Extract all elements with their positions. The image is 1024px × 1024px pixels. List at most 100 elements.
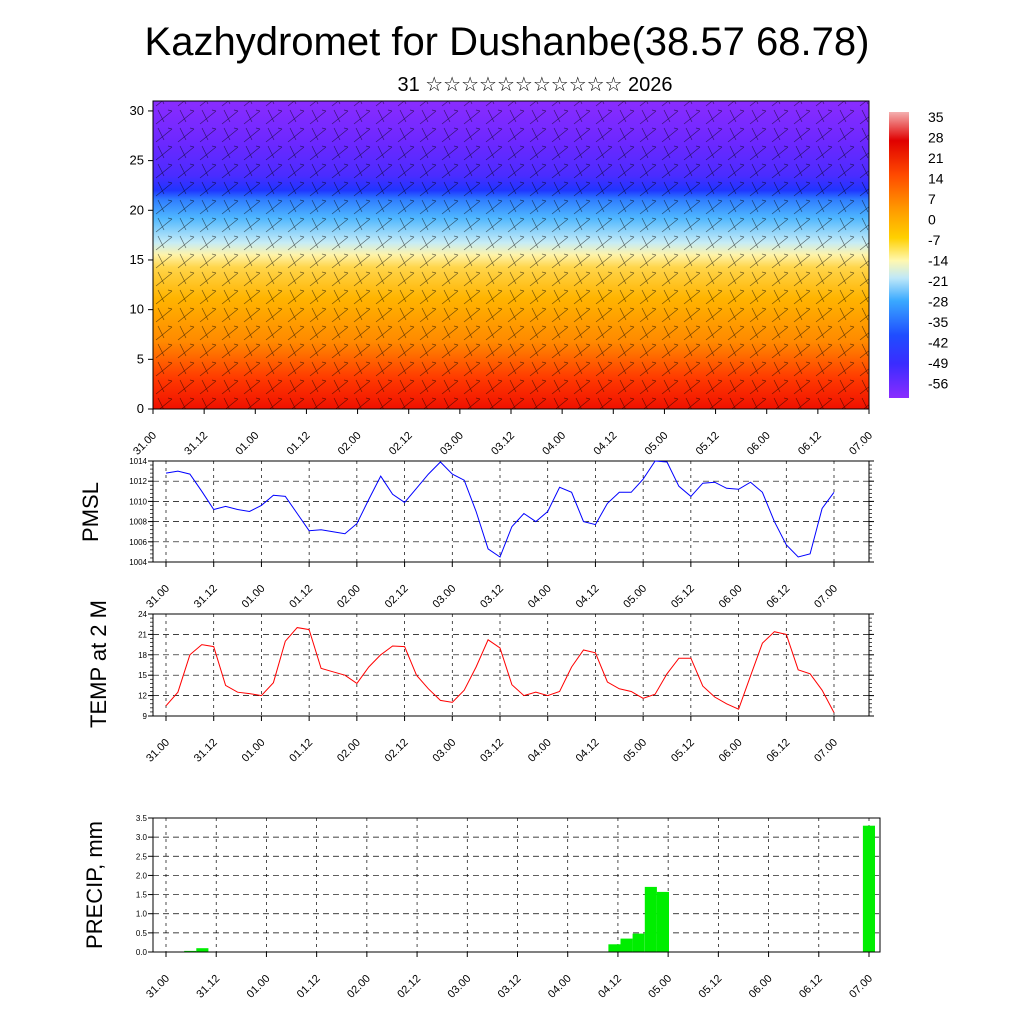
precip-bar	[620, 938, 633, 952]
x-tick-label: 05.12	[669, 583, 697, 611]
y-tick-label: 9	[143, 712, 148, 721]
t2m-x-axis: 31.00 31.12 01.00 01.12 02.00 02.12 03.00 03.12…	[144, 716, 840, 765]
x-tick-label: 04.00	[540, 430, 568, 458]
pmsl-frame	[152, 460, 870, 563]
x-tick-label: 06.12	[764, 737, 792, 765]
precip-x-axis: 31.00 31.12 01.00 01.12 02.00 02.12 03.00 03.12…	[144, 952, 875, 1001]
precip-bar	[632, 933, 645, 952]
colorbar-label: -56	[928, 376, 948, 392]
x-tick-label: 04.00	[546, 973, 574, 1001]
x-tick-label: 01.12	[295, 973, 323, 1001]
x-tick-label: 02.12	[383, 737, 411, 765]
y-tick-label: 1.0	[136, 910, 148, 919]
cross-section-panel: 0 5 10 15 20 25 30 31.00 31.12 01.00 01.12 02.00 02…	[130, 100, 875, 458]
precip-y-axis: 0.0 0.5 1.0 1.5 2.0 2.5 3.0 3.5	[136, 814, 153, 957]
x-tick-label: 02.00	[345, 973, 373, 1001]
y-tick-label: 3.0	[136, 833, 148, 842]
x-tick-label: 06.12	[796, 430, 824, 458]
colorbar-label: 0	[928, 212, 936, 228]
y-tick-label: 1004	[129, 558, 147, 567]
t2m-ylabel: TEMP at 2 M	[86, 600, 111, 728]
x-tick-label: 03.12	[489, 430, 517, 458]
x-tick-label: 06.00	[747, 973, 775, 1001]
y-tick-label: 15	[130, 252, 144, 267]
t2m-series-line	[165, 627, 835, 713]
x-tick-label: 04.00	[526, 583, 554, 611]
y-tick-label: 15	[138, 671, 147, 680]
x-tick-label: 06.12	[764, 583, 792, 611]
y-tick-label: 10	[130, 302, 144, 317]
precip-bars	[184, 825, 875, 952]
y-tick-label: 0.0	[136, 948, 148, 957]
x-tick-label: 02.12	[383, 583, 411, 611]
precip-bar	[196, 948, 209, 952]
colorbar-label: -49	[928, 355, 948, 371]
t2m-grid	[153, 614, 869, 716]
x-tick-label: 06.00	[745, 430, 773, 458]
colorbar-label: -7	[928, 232, 941, 248]
colorbar-label: -28	[928, 294, 948, 310]
precip-ylabel: PRECIP, mm	[82, 821, 107, 949]
colorbar-labels: 35 28 21 14 7 0 -7 -14 -21 -28 -35 -42 -49 -56	[928, 109, 948, 392]
y-tick-label: 1010	[129, 497, 147, 506]
x-tick-label: 06.12	[797, 973, 825, 1001]
y-tick-label: 1014	[129, 457, 147, 466]
x-tick-label: 02.00	[335, 583, 363, 611]
x-tick-label: 31.12	[182, 430, 210, 458]
y-tick-label: 1012	[129, 477, 147, 486]
x-tick-label: 01.12	[285, 430, 313, 458]
t2m-y-axis: 9 12 15 18 21 24	[138, 610, 874, 721]
y-tick-label: 5	[137, 351, 144, 366]
x-tick-label: 04.12	[596, 973, 624, 1001]
x-tick-label: 31.00	[144, 973, 172, 1001]
y-tick-label: 1008	[129, 518, 147, 527]
precip-bar	[656, 891, 669, 952]
x-tick-label: 02.00	[335, 737, 363, 765]
x-tick-label: 06.00	[717, 737, 745, 765]
x-tick-label: 03.00	[445, 973, 473, 1001]
pmsl-grid	[153, 461, 869, 562]
x-tick-label: 07.00	[812, 737, 840, 765]
x-tick-label: 01.12	[287, 737, 315, 765]
x-tick-label: 05.00	[621, 737, 649, 765]
precip-bar	[184, 950, 197, 952]
y-tick-label: 30	[130, 103, 144, 118]
x-tick-label: 03.12	[478, 737, 506, 765]
x-tick-label: 31.00	[144, 583, 172, 611]
y-tick-label: 2.5	[136, 852, 148, 861]
x-tick-label: 31.00	[144, 737, 172, 765]
y-tick-label: 2.0	[136, 871, 148, 880]
x-tick-label: 03.00	[430, 583, 458, 611]
chart-subtitle: 31 ☆☆☆☆☆☆☆☆☆☆☆ 2026	[397, 74, 672, 96]
pmsl-series-line	[165, 460, 835, 558]
y-tick-label: 18	[138, 651, 147, 660]
y-tick-label: 3.5	[136, 814, 148, 823]
x-tick-label: 06.00	[717, 583, 745, 611]
pmsl-y-axis: 1004 1006 1008 1010 1012 1014	[129, 457, 874, 567]
colorbar-bar	[889, 112, 909, 398]
y-tick-label: 1.5	[136, 891, 148, 900]
y-tick-label: 0.5	[136, 929, 148, 938]
x-tick-label: 05.00	[621, 583, 649, 611]
x-tick-label: 05.12	[697, 973, 725, 1001]
x-tick-label: 07.00	[847, 430, 875, 458]
x-tick-label: 31.12	[192, 737, 220, 765]
x-tick-label: 01.00	[245, 973, 273, 1001]
x-tick-label: 01.00	[240, 737, 268, 765]
chart-title: Kazhydromet for Dushanbe(38.57 68.78)	[145, 20, 870, 64]
x-tick-label: 05.00	[646, 973, 674, 1001]
precip-grid	[153, 818, 880, 952]
colorbar-label: 28	[928, 130, 944, 146]
x-tick-label: 05.00	[643, 430, 671, 458]
colorbar-label: 7	[928, 191, 936, 207]
x-tick-label: 04.12	[574, 737, 602, 765]
precip-panel: 0.0 0.5 1.0 1.5 2.0 2.5 3.0 3.5 31.00 31.12 01.00…	[82, 814, 881, 1001]
x-tick-label: 04.12	[591, 430, 619, 458]
x-tick-label: 03.00	[438, 430, 466, 458]
pmsl-ylabel: PMSL	[78, 482, 103, 542]
wind-barbs-overlay	[153, 101, 869, 409]
x-tick-label: 07.00	[847, 973, 875, 1001]
colorbar-label: -14	[928, 253, 948, 269]
x-tick-label: 31.00	[131, 430, 159, 458]
